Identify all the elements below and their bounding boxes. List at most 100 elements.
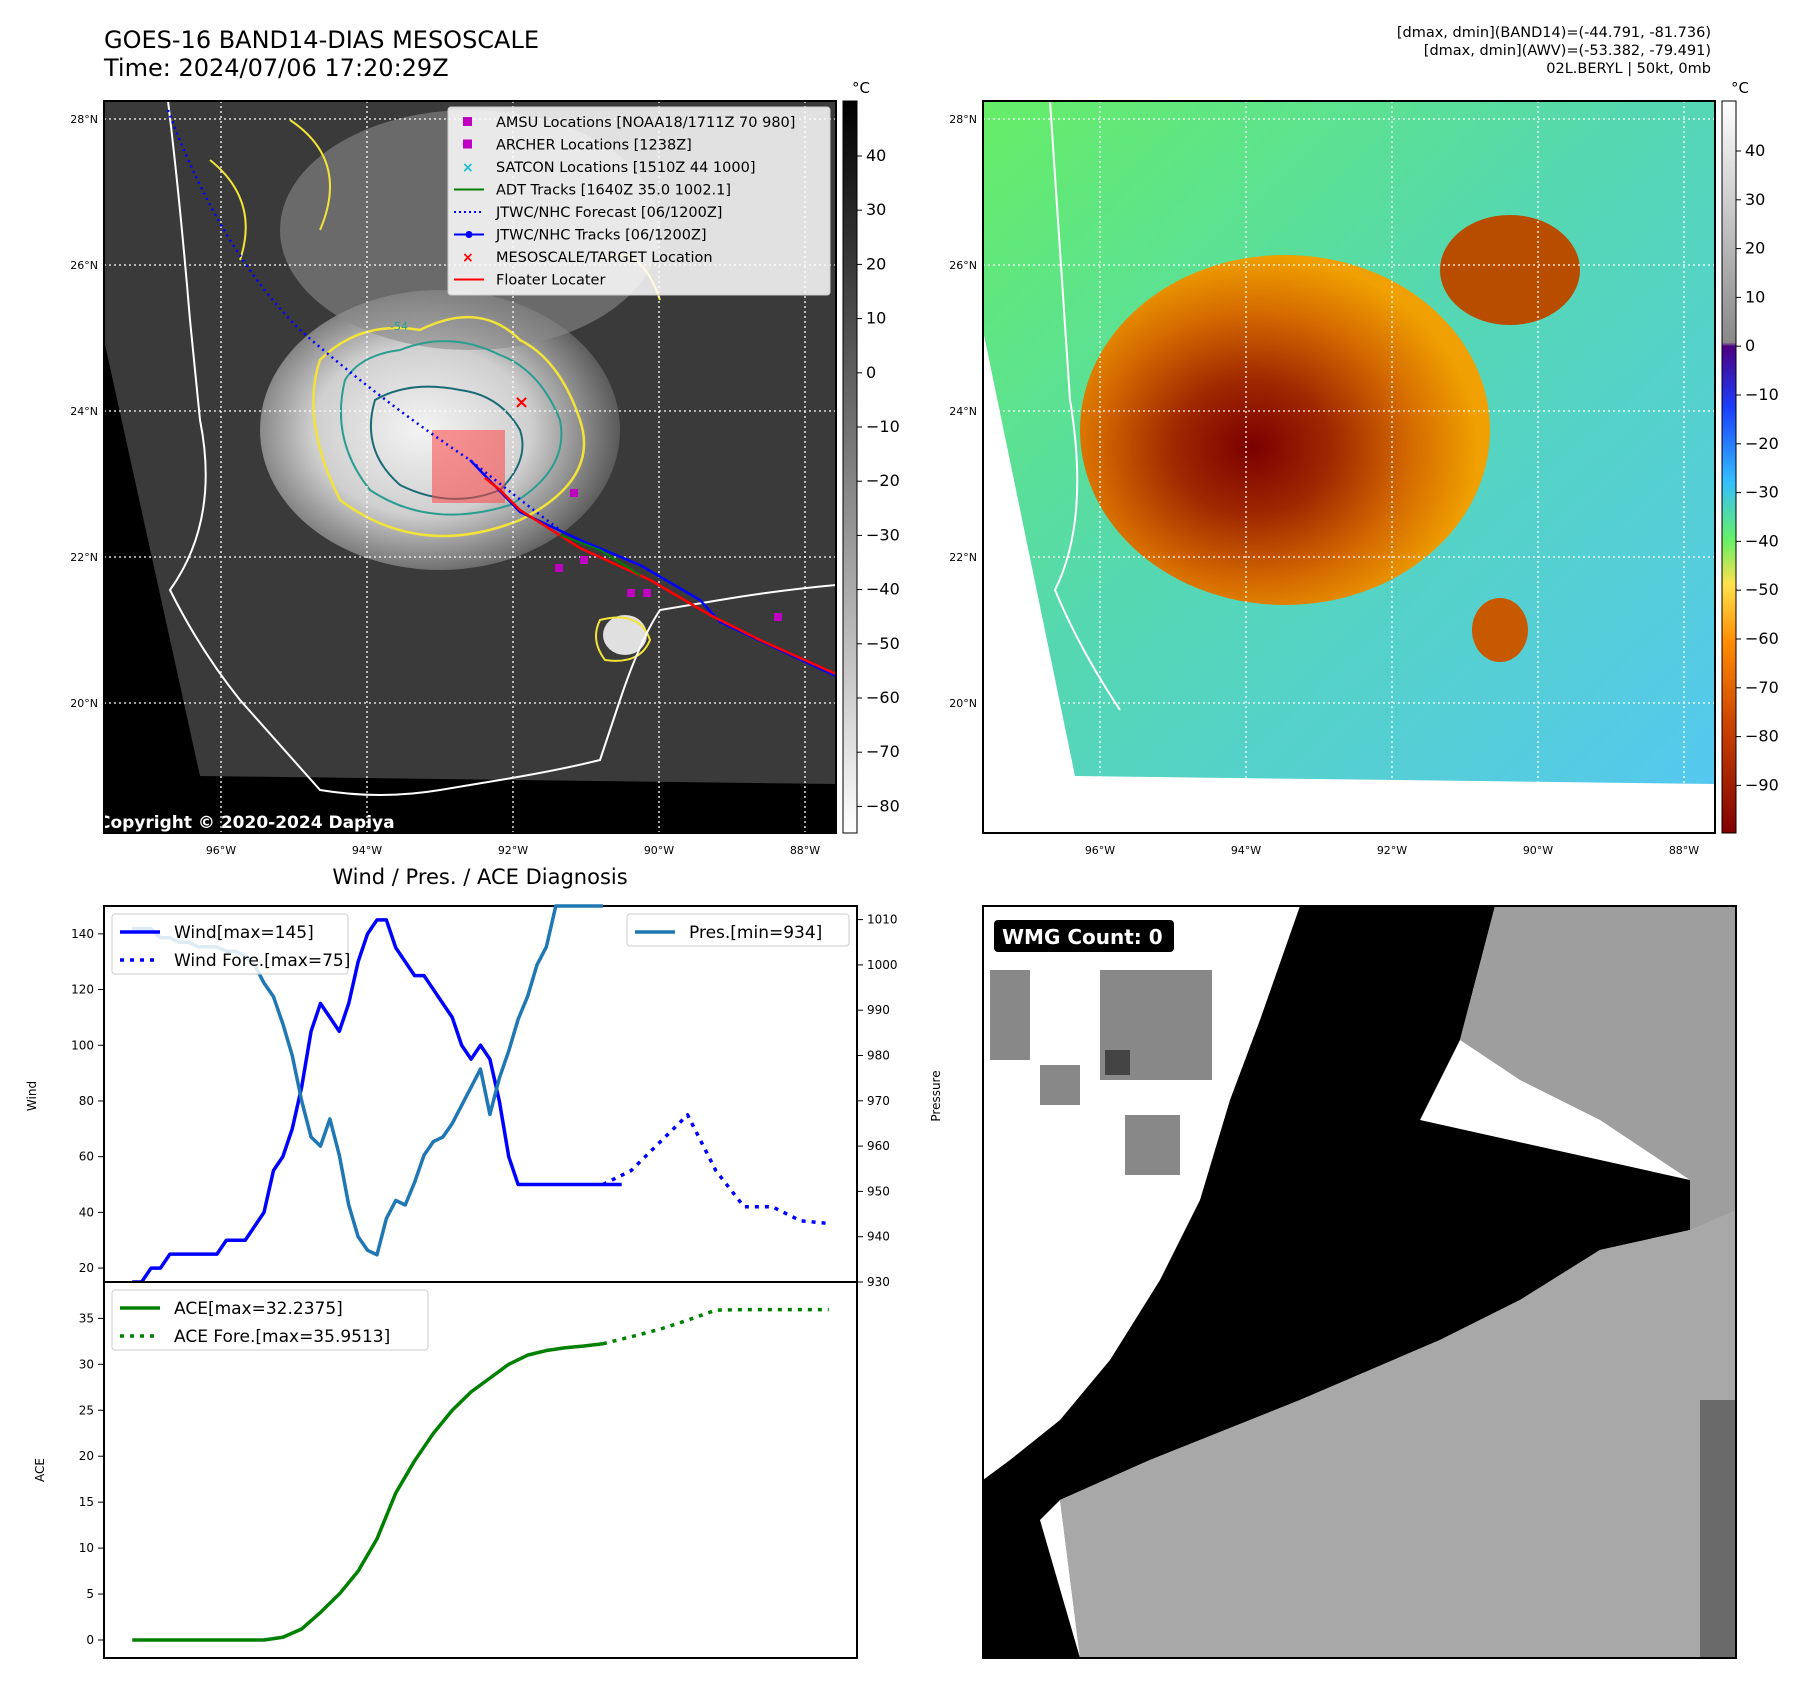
awv-upper-cell — [1440, 215, 1580, 325]
colorbar-tick-label: 40 — [866, 146, 886, 165]
pressure-legend-label: Pres.[min=934] — [689, 923, 822, 943]
colorbar-tick-label: 40 — [1745, 141, 1765, 160]
wind-series-line — [132, 918, 622, 1284]
copyright-text: Copyright © 2020-2024 Dapiya — [98, 813, 395, 833]
legend-label: MESOSCALE/TARGET Location — [496, 250, 713, 266]
awv-map-panel — [982, 100, 1716, 834]
colorbar-tick-label: −80 — [866, 796, 900, 815]
pressure-tick-label: 1000 — [867, 958, 898, 972]
colorbar-tick-label: −40 — [866, 580, 900, 599]
ir-small-cell — [603, 615, 647, 655]
legend-label: SATCON Locations [1510Z 44 1000] — [496, 160, 755, 176]
wind-tick-label: 100 — [71, 1038, 94, 1052]
colorbar-tick-label: 20 — [866, 254, 886, 273]
lat-label: 26°N — [949, 259, 977, 272]
colorbar-tick-label: −20 — [1745, 434, 1779, 453]
wmg-panel: WMG Count: 0 — [982, 905, 1737, 1659]
wind-tick-label: 40 — [79, 1205, 94, 1219]
legend-marker-square — [463, 117, 472, 126]
wind-axis-label: Wind — [25, 1081, 39, 1111]
ace-tick-label: 20 — [79, 1449, 94, 1463]
colorbar-tick-label: −50 — [1745, 580, 1779, 599]
lon-label: 90°W — [1523, 844, 1553, 857]
wind-forecast-series-line — [602, 1113, 829, 1226]
pressure-legend-box — [626, 913, 850, 947]
gray-colorbar: °C 40 30 20 10 0 −10 −20 −30 −40 −50 −60 −70 −80 — [842, 79, 900, 834]
pressure-tick-label: 940 — [867, 1230, 890, 1244]
colorbar-unit-left: °C — [852, 79, 870, 97]
colorbar-tick-label: −90 — [1745, 775, 1779, 794]
awv-map-frame — [982, 100, 1716, 834]
wmg-dark-patch — [1105, 1050, 1130, 1075]
title-line-1: GOES-16 BAND14-DIAS MESOSCALE — [104, 26, 540, 54]
diagnosis-title: Wind / Pres. / ACE Diagnosis — [332, 865, 627, 889]
mesoscale-target-marker: × — [514, 392, 529, 413]
colorbar-tick-label: −60 — [1745, 629, 1779, 648]
awv-gridlines — [983, 101, 1715, 833]
colorbar-tick-label: −80 — [1745, 727, 1779, 746]
legend-marker-dot — [465, 231, 473, 238]
pressure-tick-label: 930 — [867, 1275, 890, 1289]
ace-forecast-series-line — [602, 1307, 829, 1346]
lon-label: 88°W — [1669, 844, 1699, 857]
colorbar-tick-label: 0 — [866, 363, 876, 382]
wmg-darkgray-edge — [1700, 1400, 1736, 1658]
info-line-2: [dmax, dmin](AWV)=(-53.382, -79.491) — [1423, 43, 1711, 59]
ace-axis-label: ACE — [33, 1458, 47, 1482]
wind-tick-label: 60 — [79, 1150, 94, 1164]
ace-fore-legend-label: ACE Fore.[max=35.9513] — [174, 1327, 390, 1347]
lon-label: 96°W — [206, 844, 236, 857]
lat-label: 28°N — [949, 113, 977, 126]
wind-pressure-panel: 20 40 60 80 100 120 140 930 940 950 960 970 980 990 10… — [71, 904, 898, 1289]
colorbar-tick-label: −50 — [866, 634, 900, 653]
pressure-axis-label: Pressure — [929, 1070, 943, 1121]
legend-label: JTWC/NHC Tracks [06/1200Z] — [495, 228, 707, 244]
colorbar-tick-label: 0 — [1745, 336, 1755, 355]
colorbar-tick-label: −30 — [1745, 483, 1779, 502]
coastline — [167, 101, 836, 796]
lon-label: 92°W — [498, 844, 528, 857]
amsu-archer-markers — [555, 489, 782, 621]
lon-label: 94°W — [352, 844, 382, 857]
ace-legend-label: ACE[max=32.2375] — [174, 1299, 343, 1319]
ir-map-frame — [103, 100, 837, 834]
lat-label: 20°N — [949, 697, 977, 710]
legend-label: JTWC/NHC Forecast [06/1200Z] — [495, 205, 722, 221]
colorbar-tick-label: −60 — [866, 688, 900, 707]
colorbar-tick-label: 10 — [1745, 287, 1765, 306]
legend-marker-x: × — [462, 160, 474, 176]
colorbar-tick-label: −70 — [866, 742, 900, 761]
pressure-tick-label: 950 — [867, 1184, 890, 1198]
ace-tick-label: 0 — [86, 1633, 94, 1647]
wind-legend-box — [111, 913, 349, 975]
ace-tick-label: 25 — [79, 1403, 94, 1417]
wmg-gray-patch-3 — [1040, 1065, 1080, 1105]
ace-tick-label: 35 — [79, 1311, 94, 1325]
chart-title: GOES-16 BAND14-DIAS MESOSCALE Time: 2024… — [104, 26, 539, 82]
wmg-lightgray-region — [1060, 1210, 1736, 1658]
lat-label: 20°N — [70, 697, 98, 710]
lon-label: 96°W — [1085, 844, 1115, 857]
wmg-gray-patch-2 — [1125, 1115, 1180, 1175]
colorbar-tick-label: −70 — [1745, 678, 1779, 697]
lat-label: 24°N — [70, 405, 98, 418]
wind-tick-label: 80 — [79, 1094, 94, 1108]
colorbar-tick-label: 20 — [1745, 239, 1765, 258]
color-colorbar: °C 40 30 20 10 0 −10 −20 −30 −40 −50 −60 −70 −80 −90 — [1721, 79, 1779, 834]
adt-track — [559, 534, 641, 576]
ace-tick-label: 15 — [79, 1495, 94, 1509]
wmg-count-badge — [994, 920, 1174, 952]
lat-label: 26°N — [70, 259, 98, 272]
wind-tick-label: 20 — [79, 1261, 94, 1275]
awv-storm-core — [1080, 255, 1490, 605]
floater-box — [432, 430, 505, 503]
contour-dark-teal — [369, 385, 524, 500]
colorbar-tick-label: −10 — [1745, 385, 1779, 404]
wind-tick-label: 120 — [71, 983, 94, 997]
colorbar-tick-label: −20 — [866, 471, 900, 490]
ace-tick-label: 10 — [79, 1541, 94, 1555]
pressure-tick-label: 990 — [867, 1003, 890, 1017]
contour-yellow — [312, 315, 586, 538]
info-line-1: [dmax, dmin](BAND14)=(-44.791, -81.736) — [1396, 25, 1711, 41]
